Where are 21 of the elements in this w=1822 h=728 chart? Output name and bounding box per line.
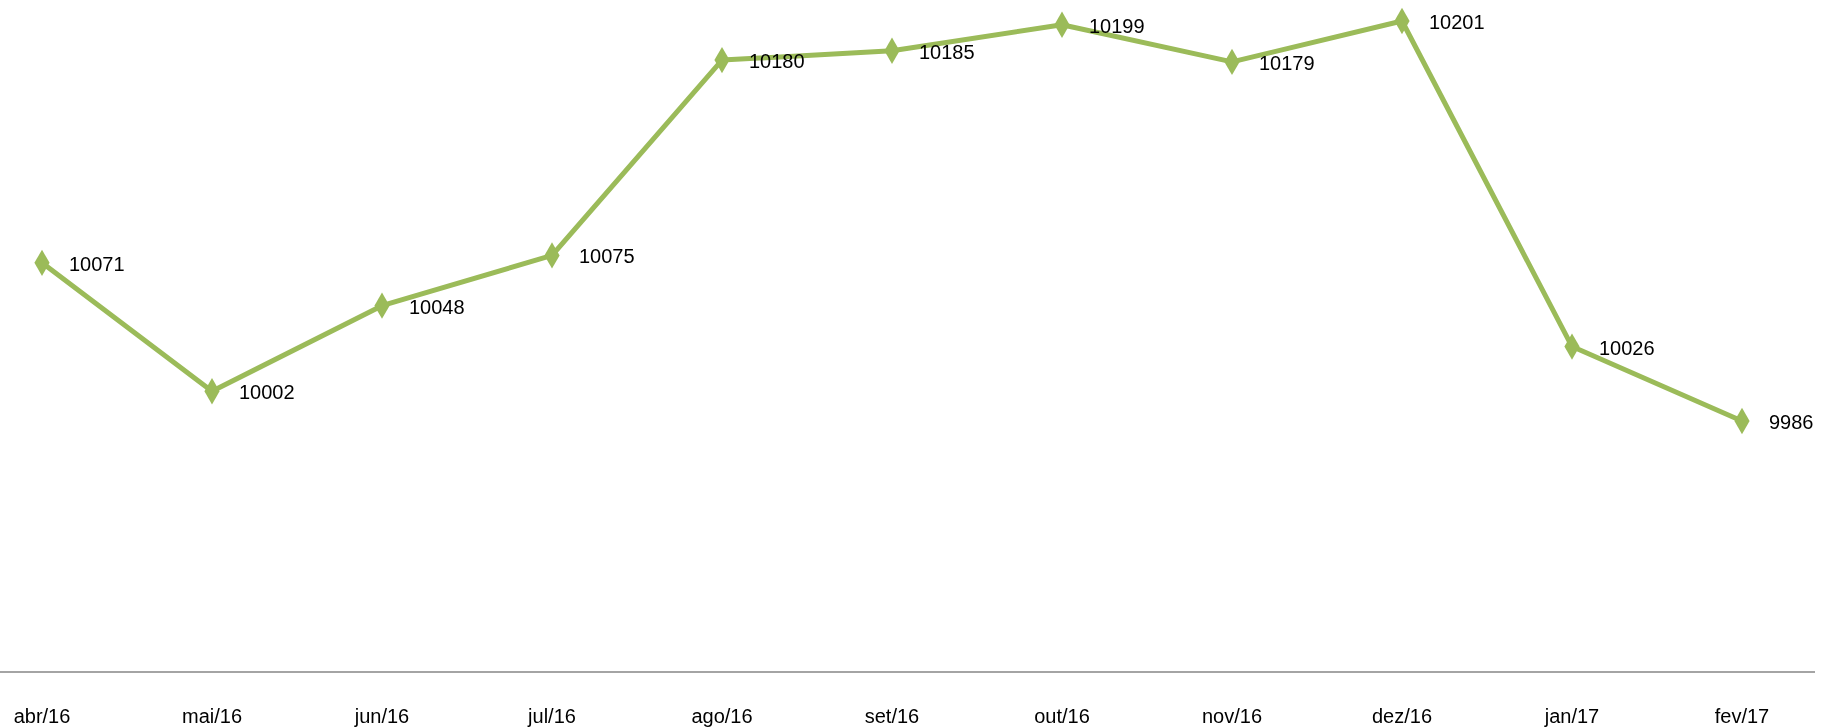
x-tick-label: ago/16 bbox=[691, 705, 753, 727]
data-label: 10201 bbox=[1429, 11, 1485, 33]
data-label: 10199 bbox=[1089, 14, 1145, 37]
x-tick-label: mai/16 bbox=[181, 705, 243, 727]
x-tick-label: jun/16 bbox=[353, 705, 410, 727]
data-label: 10048 bbox=[409, 295, 465, 318]
data-label: 10075 bbox=[579, 245, 635, 268]
data-label: 10002 bbox=[239, 381, 295, 404]
x-tick-label: nov/16 bbox=[1201, 705, 1263, 727]
x-tick-label: set/16 bbox=[864, 705, 920, 727]
data-label: 10071 bbox=[69, 252, 125, 275]
data-label: 10185 bbox=[919, 40, 975, 63]
x-tick-label: jan/17 bbox=[1543, 705, 1600, 727]
data-label: 10026 bbox=[1599, 336, 1655, 359]
data-label: 9986 bbox=[1769, 411, 1814, 433]
x-tick-label: out/16 bbox=[1034, 705, 1090, 727]
x-tick-label: dez/16 bbox=[1371, 705, 1433, 727]
x-tick-label: abr/16 bbox=[13, 705, 71, 727]
x-tick-label: jul/16 bbox=[527, 705, 576, 727]
x-tick-label: fev/17 bbox=[1714, 705, 1770, 727]
data-label: 10179 bbox=[1259, 51, 1315, 74]
